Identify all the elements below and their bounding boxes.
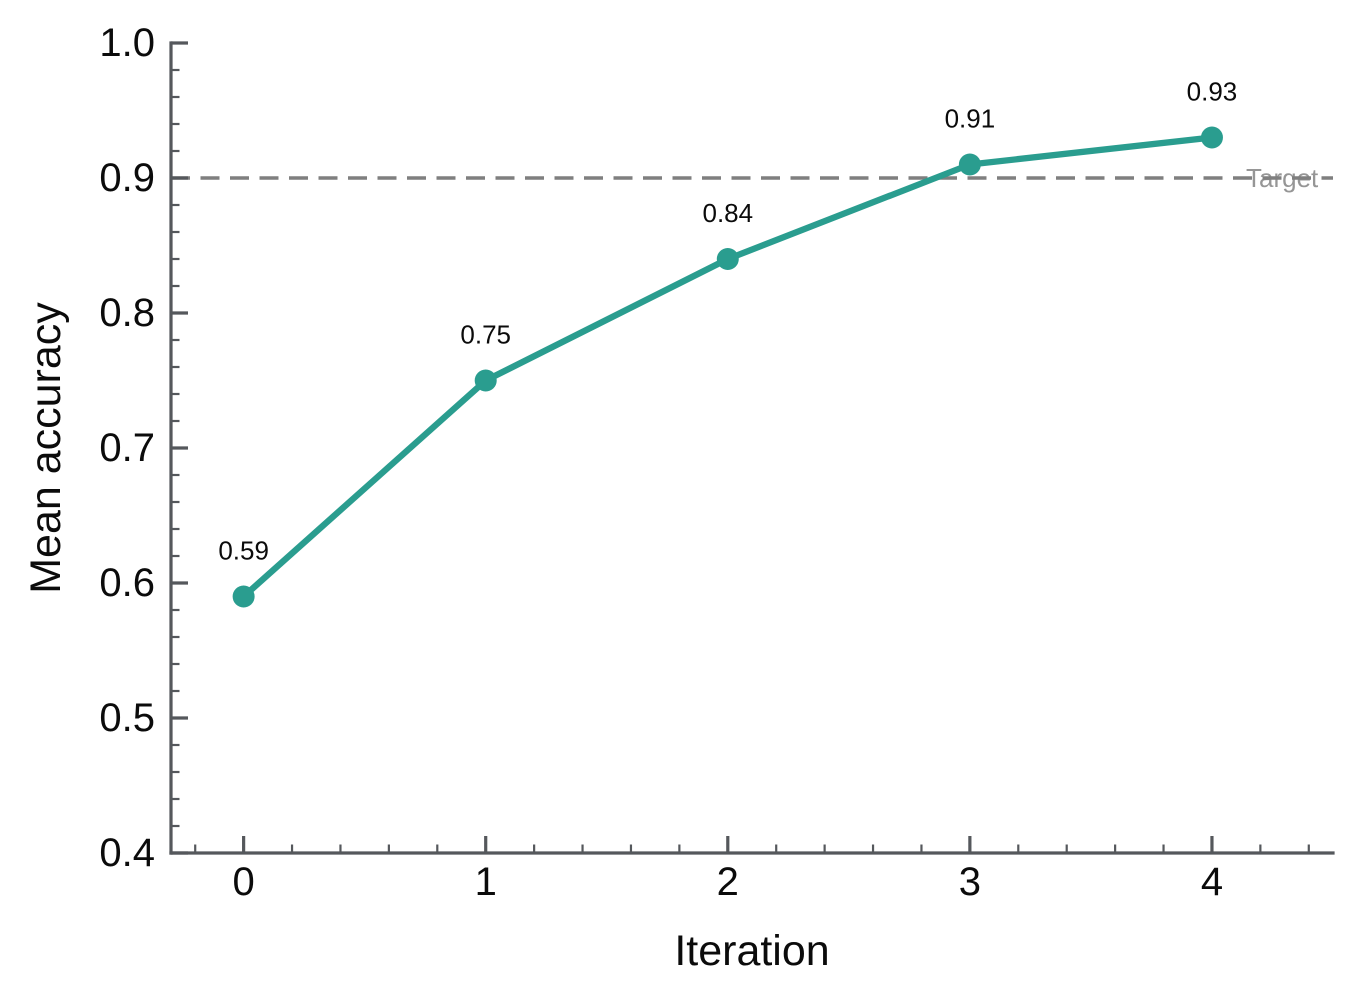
y-tick-label: 0.6 bbox=[99, 561, 155, 605]
y-axis-label: Mean accuracy bbox=[22, 302, 70, 594]
y-tick-label: 1.0 bbox=[99, 21, 155, 65]
point-label: 0.59 bbox=[218, 536, 269, 566]
y-tick-label: 0.7 bbox=[99, 426, 155, 470]
y-tick-label: 0.8 bbox=[99, 291, 155, 335]
data-point bbox=[716, 248, 739, 270]
x-axis-label: Iteration bbox=[674, 927, 829, 975]
data-point bbox=[474, 369, 497, 392]
data-point bbox=[958, 153, 981, 176]
x-tick-label: 2 bbox=[717, 860, 739, 904]
x-tick-label: 1 bbox=[475, 860, 497, 904]
y-tick-label: 0.4 bbox=[99, 831, 155, 875]
point-label: 0.84 bbox=[702, 198, 753, 228]
point-label: 0.91 bbox=[945, 104, 996, 134]
point-label: 0.75 bbox=[460, 320, 511, 350]
x-tick-label: 4 bbox=[1201, 860, 1223, 904]
data-point bbox=[232, 585, 255, 608]
x-tick-label: 0 bbox=[233, 860, 255, 904]
y-tick-label: 0.5 bbox=[99, 696, 155, 740]
y-tick-label: 0.9 bbox=[99, 156, 155, 200]
x-tick-label: 3 bbox=[959, 860, 981, 904]
data-point bbox=[1200, 126, 1223, 149]
point-label: 0.93 bbox=[1187, 77, 1238, 107]
